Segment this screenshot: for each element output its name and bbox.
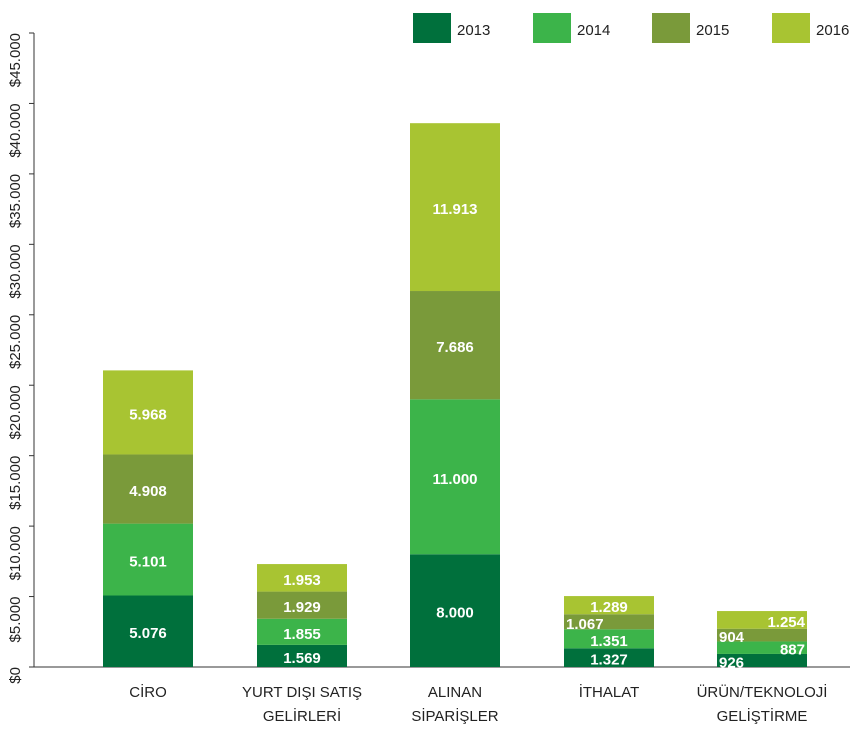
- value-label: 4.908: [129, 483, 167, 500]
- y-tick-label: $30.000: [7, 244, 24, 298]
- value-label: 1.855: [283, 626, 321, 643]
- value-label: 926: [719, 654, 744, 671]
- legend-swatch: [652, 13, 690, 43]
- bar-segment: [103, 370, 193, 455]
- x-tick-label: ÜRÜN/TEKNOLOJİ: [697, 683, 828, 701]
- y-tick-label: $20.000: [7, 385, 24, 439]
- value-label: 7.686: [436, 339, 474, 356]
- value-label: 1.569: [283, 650, 321, 667]
- y-tick-label: $0: [7, 667, 24, 684]
- value-label: 1.067: [566, 616, 604, 633]
- bar-segment: [564, 629, 654, 649]
- y-tick-label: $15.000: [7, 456, 24, 510]
- legend-swatch: [413, 13, 451, 43]
- bar-segment: [564, 648, 654, 667]
- bar-segment: [410, 291, 500, 400]
- value-label: 1.929: [283, 599, 321, 616]
- legend-label: 2016: [816, 22, 849, 39]
- y-tick-label: $40.000: [7, 103, 24, 157]
- bar-segment: [257, 591, 347, 619]
- bar-segment: [717, 641, 807, 654]
- bar-segment: [103, 523, 193, 596]
- legend-label: 2013: [457, 22, 490, 39]
- y-tick-label: $5.000: [7, 597, 24, 643]
- value-label: 5.076: [129, 625, 167, 642]
- value-label: 11.913: [432, 201, 477, 218]
- value-label: 1.953: [283, 572, 321, 589]
- x-tick-label: İTHALAT: [579, 683, 640, 701]
- bar-segment: [717, 611, 807, 629]
- y-tick-label: $35.000: [7, 174, 24, 228]
- x-tick-label: YURT DIŞI SATIŞ: [242, 684, 362, 701]
- legend-label: 2015: [696, 22, 729, 39]
- x-tick-label: ALINAN: [428, 684, 482, 701]
- x-tick-label: GELİŞTİRME: [717, 707, 808, 725]
- y-tick-label: $45.000: [7, 33, 24, 87]
- bar-segment: [103, 454, 193, 524]
- bar-segment: [564, 614, 654, 630]
- y-tick-label: $10.000: [7, 526, 24, 580]
- value-label: 1.327: [590, 652, 628, 669]
- value-label: 1.254: [767, 614, 805, 631]
- bar-segment: [564, 596, 654, 615]
- value-label: 1.289: [590, 599, 628, 616]
- bar-segment: [410, 399, 500, 555]
- bar-segment: [257, 618, 347, 645]
- value-label: 1.351: [590, 633, 628, 650]
- x-tick-label: CİRO: [129, 683, 167, 701]
- value-label: 904: [719, 629, 745, 646]
- legend-swatch: [533, 13, 571, 43]
- bar-segment: [103, 595, 193, 667]
- bar-segment: [257, 644, 347, 667]
- value-label: 8.000: [436, 605, 474, 622]
- x-tick-label: GELİRLERİ: [263, 707, 341, 725]
- legend-swatch: [772, 13, 810, 43]
- legend-label: 2014: [577, 22, 610, 39]
- bar-segment: [410, 554, 500, 667]
- value-label: 5.101: [129, 554, 167, 571]
- value-label: 5.968: [129, 406, 167, 423]
- value-label: 11.000: [432, 471, 477, 488]
- bar-segment: [410, 123, 500, 292]
- x-tick-label: SİPARİŞLER: [411, 707, 498, 725]
- bar-segment: [717, 653, 807, 667]
- y-tick-label: $25.000: [7, 315, 24, 369]
- value-label: 887: [780, 642, 805, 659]
- bar-segment: [257, 564, 347, 592]
- bar-segment: [717, 628, 807, 642]
